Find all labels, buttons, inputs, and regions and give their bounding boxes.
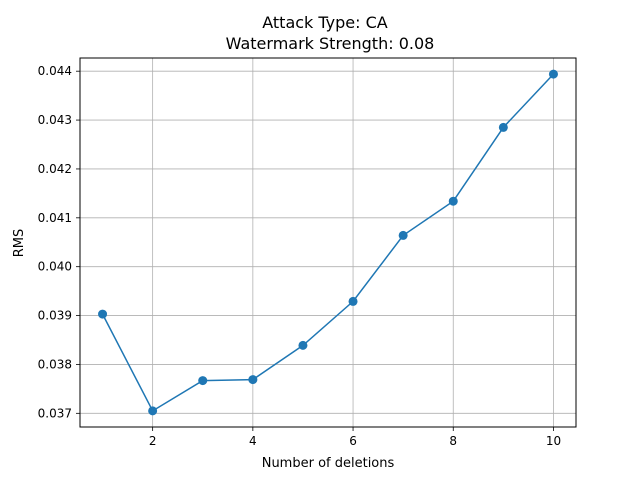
grid-lines: [80, 58, 576, 427]
x-tick-label: 10: [546, 434, 561, 448]
series-line: [101, 73, 554, 412]
data-point: [398, 230, 408, 240]
data-point: [198, 376, 208, 386]
x-axis-label: Number of deletions: [262, 456, 395, 471]
x-tick-label: 2: [149, 434, 157, 448]
y-tick-label: 0.041: [38, 211, 72, 225]
chart-subtitle: Watermark Strength: 0.08: [226, 34, 435, 53]
y-tick-label: 0.040: [38, 260, 72, 274]
chart-title: Attack Type: CA: [262, 13, 388, 32]
data-point: [248, 375, 258, 385]
y-tick-label: 0.038: [38, 357, 72, 371]
y-tick-label: 0.039: [38, 309, 72, 323]
plot-area-frame: [79, 57, 577, 428]
y-axis-label: RMS: [12, 229, 27, 258]
x-tick-label: 8: [449, 434, 457, 448]
y-tick-label: 0.037: [38, 406, 72, 420]
data-series: [98, 69, 558, 416]
data-point: [498, 122, 508, 132]
data-point: [548, 69, 558, 79]
data-point: [298, 340, 308, 350]
axis-ticks: 2 4 6 8 10 0.037 0.038 0.039 0.040 0.041 0.042 0.04…: [38, 64, 561, 448]
data-point: [98, 309, 108, 319]
data-point: [348, 296, 358, 306]
x-tick-label: 6: [349, 434, 357, 448]
y-tick-label: 0.044: [38, 64, 72, 78]
data-point: [448, 196, 458, 206]
y-tick-label: 0.042: [38, 162, 72, 176]
data-point: [148, 406, 158, 416]
y-tick-label: 0.043: [38, 113, 72, 127]
x-tick-label: 4: [249, 434, 257, 448]
